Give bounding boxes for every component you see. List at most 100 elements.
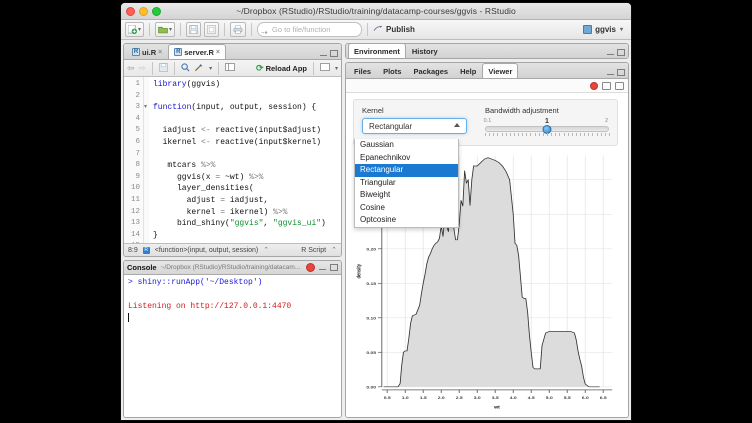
kernel-option-gaussian[interactable]: Gaussian: [360, 140, 394, 149]
refresh-icon[interactable]: [615, 81, 624, 90]
tab-viewer[interactable]: Viewer: [482, 63, 519, 78]
goto-file-input[interactable]: ⇢ Go to file/function: [257, 22, 363, 37]
minimize-pane-icon[interactable]: [607, 51, 614, 55]
viewer-tabstrip: Files Plots Packages Help Viewer: [346, 63, 628, 79]
toolbar-divider: [224, 23, 226, 36]
file-type-label[interactable]: R Script: [301, 246, 327, 254]
console-title[interactable]: Console: [127, 263, 157, 272]
maximize-pane-icon[interactable]: [617, 69, 625, 76]
code-line[interactable]: [153, 114, 341, 126]
kernel-dropdown-list[interactable]: Gaussian Epanechnikov Rectangular Triangula…: [354, 139, 459, 228]
chevron-up-icon: [454, 123, 460, 127]
code-fold-gutter[interactable]: ▾: [144, 77, 149, 243]
close-icon[interactable]: ×: [215, 48, 220, 56]
fold-marker[interactable]: ▾: [144, 104, 148, 111]
code-line[interactable]: ikernel <- reactive(input$kernel): [153, 137, 322, 147]
kernel-option-triangular[interactable]: Triangular: [360, 177, 396, 187]
close-window-button[interactable]: [126, 7, 135, 16]
reload-app-button[interactable]: ⟳ Reload App: [256, 63, 307, 74]
maximize-pane-icon[interactable]: [617, 49, 625, 56]
scope-chevron-icon[interactable]: ⌃: [263, 247, 270, 254]
code-line[interactable]: function(input, output, session) {: [153, 103, 317, 113]
kernel-select[interactable]: Rectangular: [362, 118, 467, 134]
minimize-pane-icon[interactable]: [607, 71, 614, 75]
window-controls[interactable]: [126, 7, 161, 16]
environment-pane-controls[interactable]: [607, 49, 625, 56]
tab-files[interactable]: Files: [348, 63, 377, 78]
code-line[interactable]: library(ggvis): [153, 80, 221, 89]
kernel-label: Kernel: [362, 106, 384, 115]
code-line[interactable]: [153, 149, 341, 161]
close-icon[interactable]: ×: [158, 48, 163, 56]
search-icon[interactable]: [181, 62, 190, 74]
print-icon[interactable]: [230, 22, 247, 37]
code-line[interactable]: }: [153, 230, 158, 240]
source-pane-controls[interactable]: [320, 50, 338, 57]
tab-plots[interactable]: Plots: [377, 63, 407, 78]
run-app-target-icon[interactable]: [320, 63, 330, 73]
back-icon[interactable]: ⇦: [127, 62, 135, 73]
kernel-option-epanechnikov[interactable]: Epanechnikov: [360, 152, 411, 162]
minimize-window-button[interactable]: [139, 7, 148, 16]
kernel-option-optcosine[interactable]: Optcosine: [360, 215, 397, 224]
source-tab-ui[interactable]: R ui.R ×: [126, 44, 168, 59]
toolbar-divider: [218, 61, 220, 75]
forward-icon[interactable]: ⇨: [138, 62, 147, 73]
viewer-toolbar: [346, 79, 628, 93]
code-line[interactable]: bind_shiny("ggvis", "ggvis_ui"): [153, 219, 326, 229]
minimize-pane-icon[interactable]: [319, 266, 326, 270]
code-line[interactable]: adjust = iadjust,: [153, 195, 269, 205]
environment-pane: Environment History: [345, 43, 629, 59]
console-pane: Console ~/Dropbox (RStudio)/RStudio/trai…: [123, 260, 342, 418]
tab-history[interactable]: History: [406, 44, 444, 58]
bandwidth-field: Bandwidth adjustment 0.1 1 2: [484, 106, 610, 139]
tab-packages[interactable]: Packages: [407, 63, 454, 78]
stop-button-icon[interactable]: [590, 81, 598, 90]
source-tab-server[interactable]: R server.R ×: [168, 44, 226, 59]
save-all-icon[interactable]: [204, 22, 220, 37]
code-line[interactable]: layer_densities(: [153, 184, 254, 194]
code-line[interactable]: [153, 91, 341, 103]
svg-text:3.5: 3.5: [492, 396, 499, 400]
new-file-icon[interactable]: ▾: [125, 22, 145, 37]
code-line[interactable]: ggvis(x = ~wt) %>%: [153, 172, 264, 182]
save-icon[interactable]: [186, 22, 202, 37]
svg-text:1.0: 1.0: [402, 396, 409, 400]
viewer-pane-controls[interactable]: [607, 69, 625, 76]
code-line[interactable]: mtcars %>%: [153, 161, 216, 171]
source-pane-icon[interactable]: [225, 63, 235, 73]
publish-button[interactable]: Publish: [373, 25, 415, 35]
svg-text:1.5: 1.5: [420, 396, 427, 400]
code-line[interactable]: kernel = ikernel) %>%: [153, 207, 288, 217]
right-pane-column: Environment History Files: [345, 43, 629, 418]
publish-label: Publish: [386, 25, 415, 34]
code-editor[interactable]: 12345678910111213141516 ▾ library(ggvis)…: [124, 77, 341, 243]
save-icon[interactable]: [159, 62, 168, 74]
kernel-option-rectangular[interactable]: Rectangular: [355, 164, 458, 177]
bandwidth-max-label: 2: [604, 118, 609, 124]
popout-window-icon[interactable]: [602, 81, 611, 90]
maximize-pane-icon[interactable]: [330, 50, 338, 57]
chevron-down-icon[interactable]: ▾: [334, 65, 338, 72]
scope-label[interactable]: <function>(input, output, session): [154, 246, 259, 254]
kernel-option-biweight[interactable]: Biweight: [360, 190, 391, 199]
zoom-window-button[interactable]: [152, 7, 161, 16]
tab-help[interactable]: Help: [454, 63, 482, 78]
console-output[interactable]: > shiny::runApp('~/Desktop') Listening o…: [124, 275, 341, 417]
minimize-pane-icon[interactable]: [320, 52, 327, 56]
filetype-chevron-icon[interactable]: ⌃: [331, 247, 337, 254]
chevron-down-icon[interactable]: ▾: [209, 65, 213, 72]
r-file-icon: R: [174, 48, 183, 56]
toolbar-divider: [251, 23, 253, 36]
kernel-option-cosine[interactable]: Cosine: [360, 202, 385, 212]
tab-environment[interactable]: Environment: [348, 44, 406, 58]
svg-text:5.0: 5.0: [546, 396, 553, 400]
code-text[interactable]: library(ggvis) function(input, output, s…: [149, 77, 341, 243]
maximize-pane-icon[interactable]: [330, 264, 338, 271]
magic-wand-icon[interactable]: [194, 63, 204, 74]
open-folder-icon[interactable]: ▾: [155, 22, 176, 37]
code-line[interactable]: iadjust <- reactive(input$adjust): [153, 126, 322, 136]
bandwidth-slider[interactable]: [485, 125, 609, 134]
stop-button-icon[interactable]: [306, 263, 315, 272]
project-selector[interactable]: ggvis ▾: [579, 22, 627, 37]
